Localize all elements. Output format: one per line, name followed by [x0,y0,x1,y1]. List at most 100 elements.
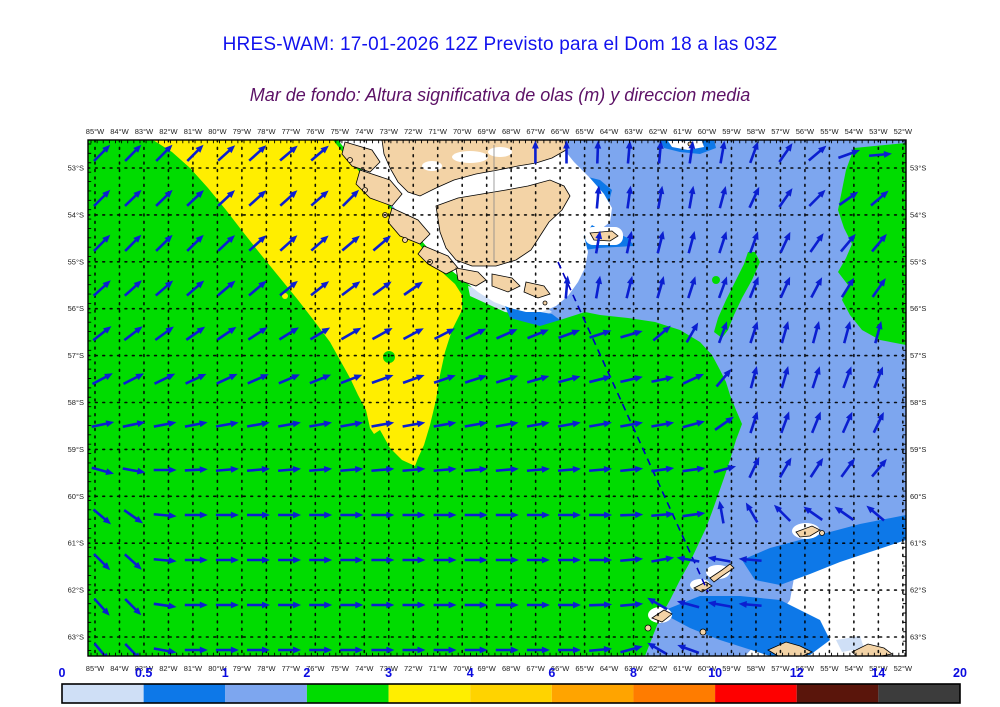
lon-label-bottom: 71°W [429,664,448,673]
wave-arrow [433,601,457,609]
wave-arrow [563,275,571,299]
wave-arrow [340,556,364,564]
wave-arrow [309,646,333,654]
wave-arrow [309,327,331,341]
wave-arrow [871,458,887,478]
wave-arrow [718,231,728,254]
lon-label-top: 59°W [722,127,741,136]
lon-label-bottom: 73°W [380,664,399,673]
wave-arrow [340,646,364,654]
lon-label-bottom: 54°W [845,664,864,673]
wave-arrow [184,420,208,428]
wave-arrow [620,465,644,473]
page-title: HRES-WAM: 17-01-2026 12Z Previsto para e… [222,34,778,55]
wave-arrow [872,411,884,434]
wave-arrow [682,373,705,385]
wave-arrow [495,466,519,473]
wave-arrow [122,420,146,429]
icefield [488,147,512,157]
wave-arrow [688,140,696,164]
wave-arrow [153,602,177,610]
wave-arrow [371,420,395,428]
wave-arrow [278,511,302,519]
wave-arrow [620,511,644,519]
wave-arrow [464,466,488,473]
wave-arrow [682,420,705,429]
wave-arrow [402,420,426,428]
wave-arrow [558,329,581,340]
lon-label-top: 66°W [551,127,570,136]
wave-arrow [215,646,239,654]
wave-arrow [868,151,892,158]
wave-arrow [713,465,737,474]
wave-arrow [526,466,550,473]
tierra-del-fuego [435,179,571,267]
lon-label-bottom: 57°W [771,664,790,673]
wave-arrow [778,143,793,163]
graticule [88,140,906,656]
wave-arrow [526,511,550,519]
lon-label-bottom: 70°W [453,664,472,673]
colorbar-segment [143,684,226,703]
wave-arrow [811,320,821,344]
lon-label-bottom: 55°W [820,664,839,673]
wave-arrow [657,185,665,209]
wave-arrow [717,321,728,344]
green-speck [710,389,718,397]
lon-label-top: 52°W [894,127,913,136]
wave-arrow [620,645,643,654]
wave-arrow [310,190,329,207]
wave-arrow [122,373,145,386]
lon-label-top: 58°W [747,127,766,136]
wave-arrow [495,374,519,384]
lon-label-top: 53°W [869,127,888,136]
wave-arrow [842,320,852,344]
lon-label-top: 65°W [575,127,594,136]
wave-arrow [715,368,732,388]
wave-arrow [341,281,361,297]
wave-arrow [803,506,824,521]
wave-arrow [807,145,827,162]
lon-label-top: 55°W [820,127,839,136]
lon-label-bottom: 61°W [673,664,692,673]
wave-arrow [215,556,239,564]
wave-arrow [558,556,581,564]
wave-arrow [341,189,360,207]
lon-label-bottom: 80°W [208,664,227,673]
colorbar-segment [796,684,879,703]
wave-arrow [153,466,177,474]
lon-label-bottom: 77°W [282,664,301,673]
wave-arrow [215,511,239,519]
wave-arrow [625,275,634,299]
wave-arrow [310,145,329,162]
wave-arrow [707,555,731,563]
wave-arrow [811,366,821,389]
lon-label-top: 60°W [698,127,717,136]
wave-arrow [186,144,204,162]
wave-arrow [589,420,612,428]
wave-arrow [871,278,886,298]
lat-label-right: 61°S [910,539,926,548]
wave-arrow [589,466,613,473]
wave-arrow [340,601,364,609]
wave-arrow [402,556,426,564]
wave-arrow [402,328,424,341]
colorbar-segment [62,684,144,703]
wave-arrow [714,416,734,431]
lon-label-bottom: 79°W [233,664,252,673]
wave-arrow [184,601,208,609]
lon-label-bottom: 67°W [526,664,545,673]
wave-arrow [808,189,826,207]
wave-arrow [526,646,550,654]
wave-arrow [341,235,360,252]
wave-arrow [248,145,267,162]
wave-arrow [340,327,362,341]
wave-arrow [651,555,675,563]
wave-arrow [647,597,668,611]
wave-arrow [780,411,790,434]
wave-arrow [371,511,395,519]
wave-arrow [340,466,364,473]
lat-label-left: 55°S [68,257,84,266]
wave-arrow [246,420,270,428]
colorbar-tick-label: 1 [222,666,229,680]
